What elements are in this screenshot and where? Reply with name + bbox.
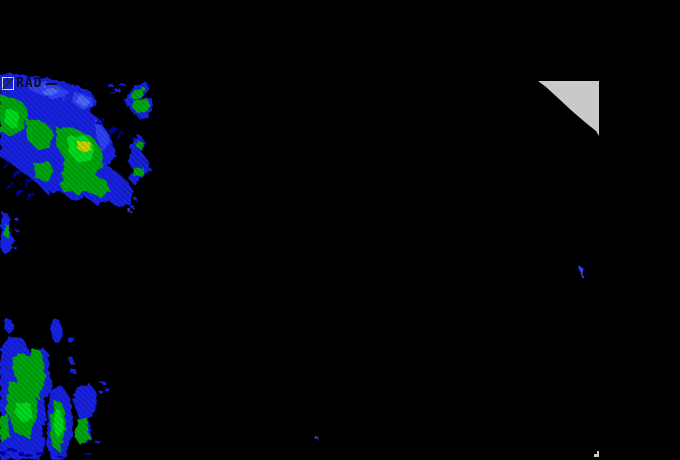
rain-indigo-specks	[128, 209, 319, 440]
radar-watermark: RAD	[2, 76, 42, 91]
no-data-triangle	[538, 81, 599, 136]
slashed-square-icon	[2, 77, 14, 90]
no-data-chip	[594, 451, 599, 457]
precipitation-cells	[0, 68, 583, 460]
radar-hatch-texture	[0, 68, 175, 460]
no-data-mask	[538, 81, 599, 457]
radar-watermark-dash	[46, 83, 57, 85]
radar-watermark-label: RAD	[16, 76, 43, 91]
isolated-echo-east	[580, 267, 582, 272]
